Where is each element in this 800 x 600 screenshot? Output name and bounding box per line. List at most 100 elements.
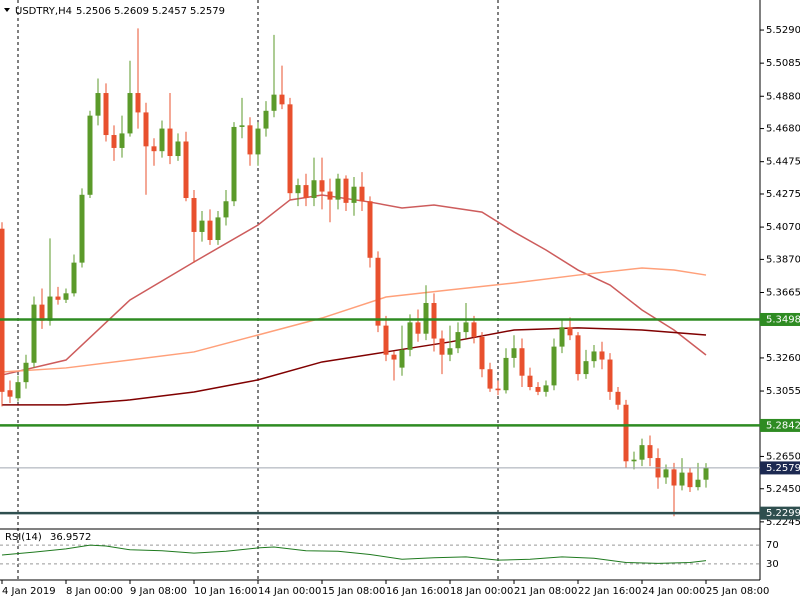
symbol-label: USDTRY,H4	[15, 6, 72, 17]
candle-body	[255, 128, 261, 155]
menu-arrow[interactable]	[4, 8, 10, 12]
candle-body	[447, 348, 453, 355]
level-label-box	[760, 461, 800, 475]
y-tick-label: 5.4275	[766, 189, 800, 200]
candle-body	[503, 357, 509, 391]
candle-body	[431, 303, 437, 339]
candle-body	[79, 194, 85, 263]
level-label: 5.3498	[766, 314, 800, 325]
y-tick-label: 5.4070	[766, 222, 800, 233]
candle-body	[599, 351, 605, 360]
x-tick-label: 4 Jan 2019	[2, 586, 56, 597]
candle-body	[215, 217, 221, 241]
candle-body	[663, 469, 669, 478]
y-tick-label: 5.2245	[766, 517, 800, 528]
rsi-tick-label: 70	[766, 540, 779, 551]
candle-body	[391, 354, 397, 360]
candle-body	[175, 141, 181, 157]
candle-body	[631, 459, 637, 462]
candle-body	[407, 322, 413, 350]
candle-body	[487, 369, 493, 389]
x-tick-label: 14 Jan 00:00	[258, 586, 321, 597]
moving-average	[2, 327, 707, 406]
candle-body	[287, 104, 293, 194]
x-tick-label: 21 Jan 08:00	[514, 586, 577, 597]
candle-body	[151, 146, 157, 152]
candle-body	[319, 180, 325, 192]
header-value: 5.2506	[76, 6, 111, 17]
y-tick-label: 5.4880	[766, 91, 800, 102]
candle-body	[223, 201, 229, 218]
candle-body	[159, 128, 165, 152]
candle-body	[7, 390, 13, 397]
candle-body	[0, 228, 5, 392]
candle-body	[575, 335, 581, 375]
candle-body	[495, 388, 501, 391]
x-tick-label: 10 Jan 16:00	[194, 586, 257, 597]
candle-body	[263, 110, 269, 129]
candle-body	[143, 112, 149, 147]
candle-body	[375, 257, 381, 326]
candle-body	[167, 128, 173, 157]
candle-body	[63, 293, 69, 300]
candle-body	[55, 296, 61, 300]
candle-body	[31, 304, 37, 363]
moving-average	[1, 194, 707, 376]
moving-average	[1, 267, 707, 373]
rsi-name: RSI(14)	[5, 532, 42, 543]
candle-body	[703, 467, 709, 480]
y-tick-label: 5.5085	[766, 58, 800, 69]
candle-body	[471, 322, 477, 337]
candle-body	[103, 93, 109, 136]
candle-body	[335, 178, 341, 200]
candle-body	[279, 94, 285, 105]
level-label: 5.2299	[766, 508, 800, 519]
candle-body	[71, 262, 77, 294]
candle-body	[239, 125, 245, 127]
candle-body	[183, 141, 189, 199]
candle-body	[511, 348, 517, 358]
rsi-tick-label: 30	[766, 559, 779, 570]
candle-body	[119, 133, 125, 148]
header-value: 5.2609	[114, 6, 149, 17]
candle-body	[351, 186, 357, 203]
x-tick-label: 24 Jan 00:00	[642, 586, 705, 597]
candle-body	[527, 375, 533, 387]
candle-body	[127, 93, 133, 134]
rsi-value: 36.9572	[50, 532, 91, 543]
x-tick-label: 16 Jan 16:00	[386, 586, 449, 597]
candle-body	[111, 135, 117, 148]
candle-body	[359, 186, 365, 202]
candle-body	[679, 472, 685, 486]
candle-body	[671, 469, 677, 486]
y-tick-label: 5.3260	[766, 353, 800, 364]
level-label-box	[760, 506, 800, 520]
candle-body	[23, 362, 29, 383]
candle-body	[687, 472, 693, 488]
rsi-line	[1, 544, 707, 564]
candle-body	[399, 349, 405, 368]
candle-body	[559, 327, 565, 347]
candle-body	[535, 386, 541, 392]
candle-body	[367, 201, 373, 258]
x-tick-label: 22 Jan 16:00	[578, 586, 641, 597]
candle-body	[199, 220, 205, 232]
x-tick-label: 9 Jan 08:00	[130, 586, 187, 597]
candle-body	[87, 115, 93, 195]
candle-body	[207, 220, 213, 241]
candle-body	[639, 445, 645, 460]
y-tick-label: 5.4475	[766, 157, 800, 168]
y-tick-label: 5.3055	[766, 386, 800, 397]
y-tick-label: 5.2650	[766, 451, 800, 462]
level-label: 5.2579	[766, 463, 800, 474]
candle-body	[543, 385, 549, 392]
candle-body	[415, 322, 421, 334]
candle-body	[463, 322, 469, 333]
candle-body	[455, 332, 461, 349]
candle-body	[327, 191, 333, 200]
header-value: 5.2457	[152, 6, 187, 17]
candle-body	[519, 348, 525, 376]
candle-body	[695, 479, 701, 488]
